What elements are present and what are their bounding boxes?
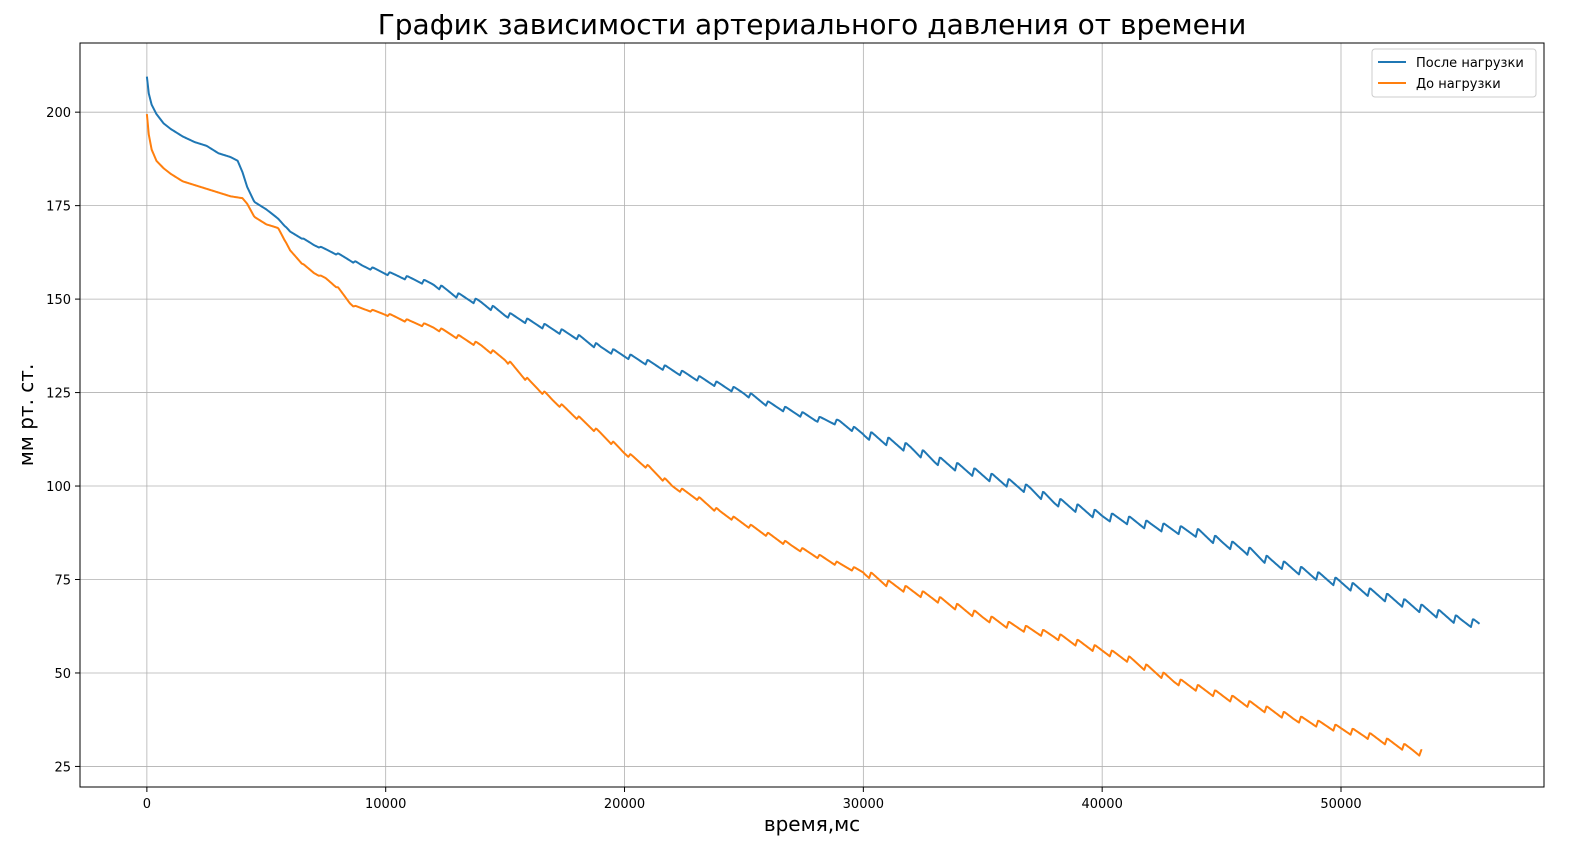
x-tick-label: 0	[143, 797, 151, 812]
legend-label: После нагрузки	[1416, 56, 1524, 71]
y-tick-label: 150	[46, 293, 71, 308]
x-axis: 0 10000 20000 30000 40000 50000	[143, 787, 1362, 812]
x-tick-label: 10000	[365, 797, 406, 812]
y-axis: 25 50 75 100 125 150 175 200	[46, 106, 80, 775]
series-line-1	[145, 76, 1481, 628]
legend: После нагрузки До нагрузки	[1371, 48, 1537, 98]
y-tick-label: 125	[46, 387, 71, 402]
series-layer	[145, 76, 1481, 757]
y-tick-label: 75	[54, 574, 71, 589]
x-tick-label: 50000	[1320, 797, 1361, 812]
plot-frame	[79, 42, 1545, 788]
y-tick-label: 200	[46, 106, 71, 121]
y-tick-label: 100	[46, 480, 71, 495]
y-tick-label: 175	[46, 200, 71, 215]
legend-box	[1371, 48, 1537, 98]
x-axis-label: время,мс	[764, 812, 860, 836]
x-tick-label: 20000	[604, 797, 645, 812]
series-line-2	[145, 113, 1423, 757]
chart-title: График зависимости артериального давлени…	[378, 8, 1247, 41]
grid-lines	[80, 43, 1544, 787]
y-axis-label: мм рт. ст.	[14, 364, 38, 467]
y-tick-label: 50	[54, 667, 71, 682]
x-tick-label: 30000	[843, 797, 884, 812]
y-tick-label: 25	[54, 760, 71, 775]
legend-label: До нагрузки	[1416, 77, 1501, 92]
x-tick-label: 40000	[1081, 797, 1122, 812]
